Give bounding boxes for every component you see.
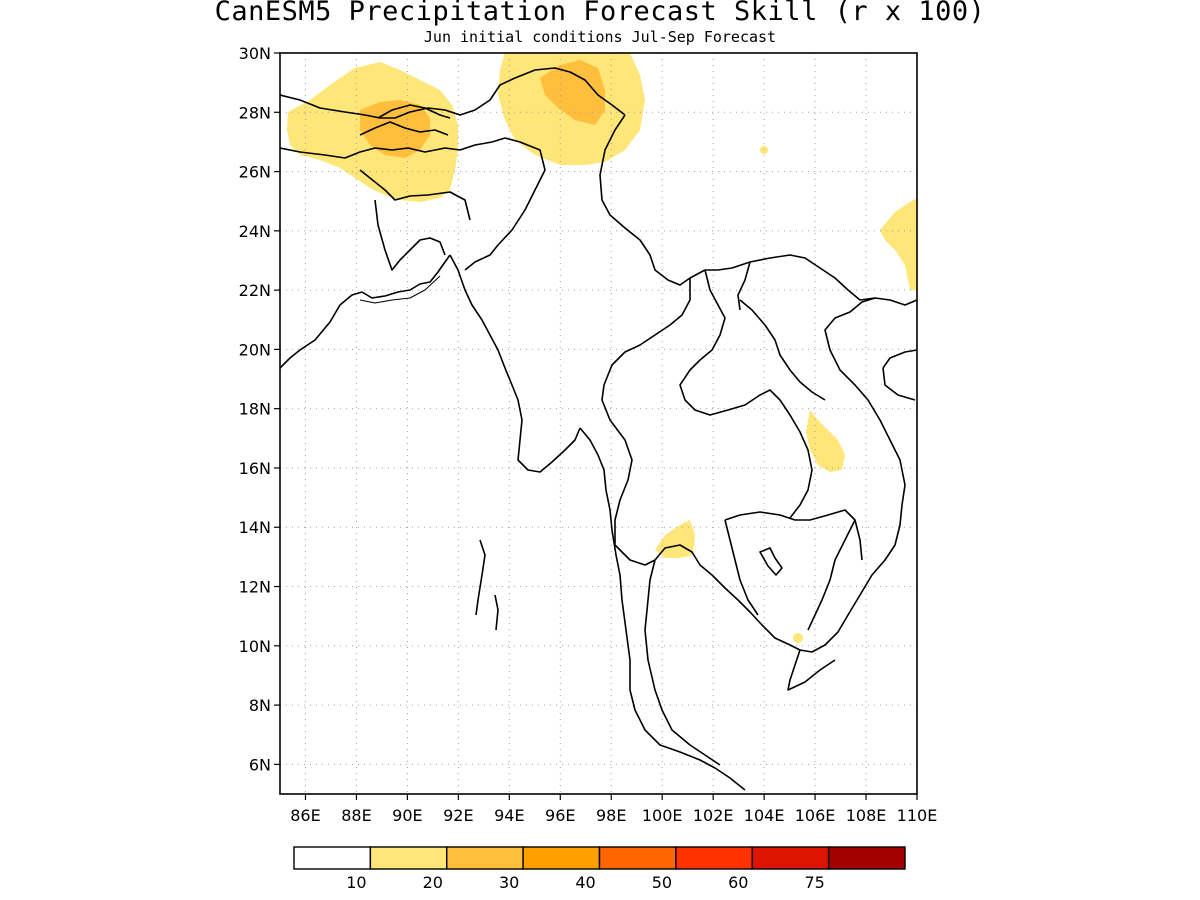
skill-region [360, 100, 430, 158]
lat-tick-label: 8N [249, 696, 271, 715]
colorbar-label: 60 [728, 873, 748, 892]
colorbar-swatch [369, 846, 448, 870]
lat-tick-label: 26N [239, 163, 271, 182]
lon-tick-label: 106E [795, 806, 836, 825]
lon-tick-label: 104E [744, 806, 785, 825]
skill-patch [793, 633, 803, 643]
lat-tick-label: 20N [239, 340, 271, 359]
lon-tick-label: 92E [443, 806, 473, 825]
lat-tick-label: 30N [239, 44, 271, 63]
plot-frame [279, 52, 918, 795]
lat-tick-label: 10N [239, 637, 271, 656]
colorbar: 10 20 30 40 50 60 75 [293, 846, 906, 892]
lon-tick-label: 110E [897, 806, 938, 825]
longitude-labels: 86E 88E 90E 92E 94E 96E 98E 100E 102E 104E 106E 108… [290, 806, 937, 825]
colorbar-swatch [751, 846, 830, 870]
colorbar-label: 20 [423, 873, 443, 892]
chart-title: CanESM5 Precipitation Forecast Skill (r … [214, 0, 986, 27]
lon-tick-label: 86E [290, 806, 320, 825]
lat-tick-label: 12N [239, 578, 271, 597]
lon-tick-label: 90E [392, 806, 422, 825]
colorbar-label: 40 [575, 873, 595, 892]
colorbar-swatch [598, 846, 677, 870]
lat-tick-label: 28N [239, 103, 271, 122]
colorbar-label: 75 [804, 873, 824, 892]
colorbar-label: 30 [499, 873, 519, 892]
lat-tick-label: 22N [239, 281, 271, 300]
chart-subtitle: Jun initial conditions Jul-Sep Forecast [423, 28, 777, 46]
lat-tick-label: 18N [239, 400, 271, 419]
axis-ticks [274, 52, 918, 800]
lon-tick-label: 98E [596, 806, 626, 825]
lon-tick-label: 100E [642, 806, 683, 825]
skill-region [540, 60, 605, 125]
skill-shading [287, 53, 917, 643]
colorbar-swatch [675, 846, 753, 870]
lat-tick-label: 14N [239, 518, 271, 537]
latitude-labels: 30N 28N 26N 24N 22N 20N 18N 16N 14N 12N 10N 8N 6N [239, 44, 271, 774]
lat-tick-label: 6N [249, 755, 271, 774]
skill-region [806, 410, 845, 472]
lon-tick-label: 102E [693, 806, 734, 825]
colorbar-label: 10 [346, 873, 366, 892]
coastlines-and-borders [280, 67, 917, 791]
colorbar-swatch [446, 846, 524, 870]
colorbar-swatch [827, 846, 906, 870]
colorbar-swatch [522, 846, 601, 870]
lon-tick-label: 88E [341, 806, 371, 825]
lon-tick-label: 108E [846, 806, 887, 825]
colorbar-swatch [293, 846, 372, 870]
lon-tick-label: 96E [545, 806, 575, 825]
grid-lines [280, 53, 917, 794]
lon-tick-label: 94E [494, 806, 524, 825]
lat-tick-label: 16N [239, 459, 271, 478]
lat-tick-label: 24N [239, 222, 271, 241]
colorbar-label: 50 [652, 873, 672, 892]
skill-region [880, 198, 917, 290]
